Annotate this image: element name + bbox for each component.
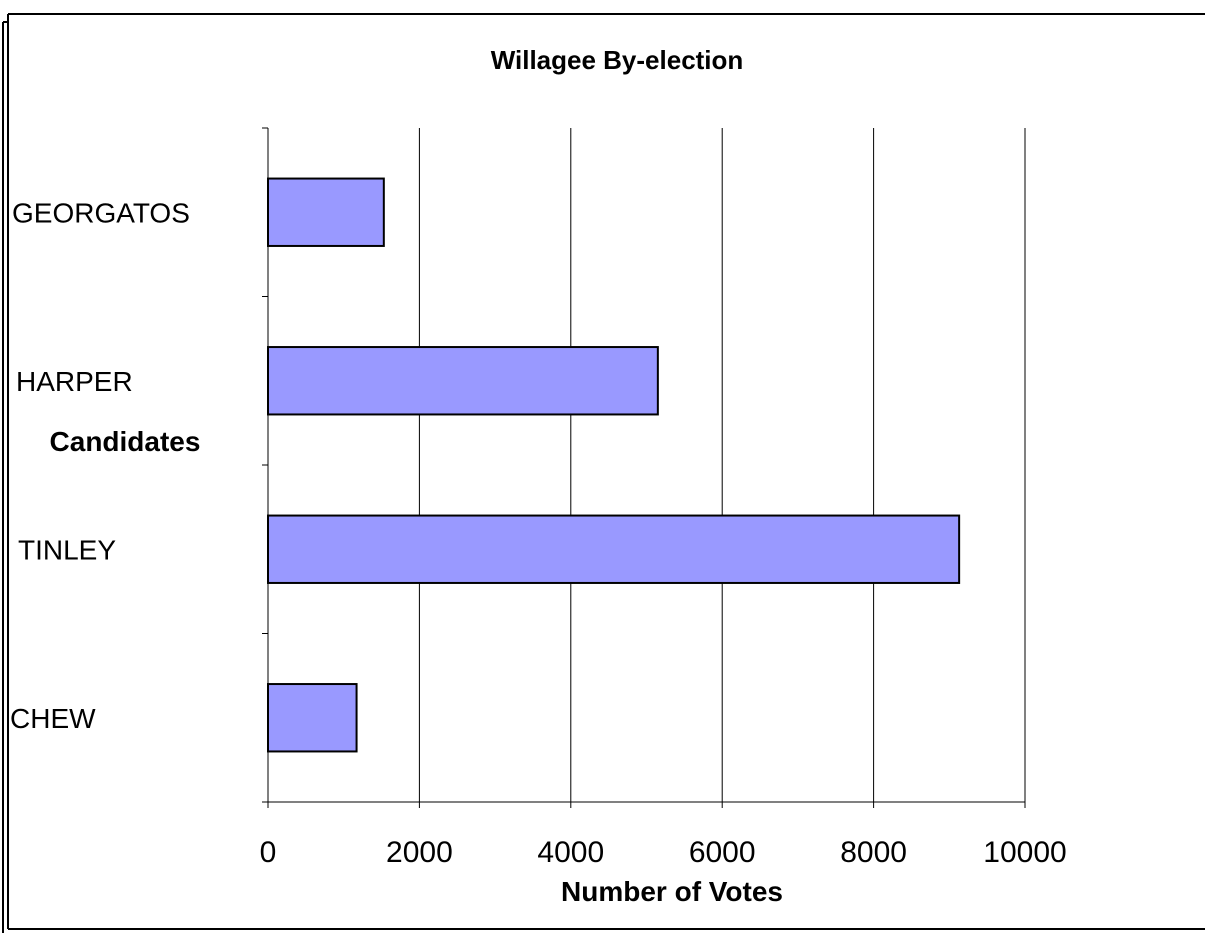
bar-georgatos (267, 177, 385, 247)
category-labels: GEORGATOS HARPER TINLEY CHEW (10, 197, 190, 734)
category-label-harper: HARPER (16, 366, 133, 397)
x-tick-label: 6000 (689, 836, 756, 869)
x-tick-label: 4000 (537, 836, 604, 869)
x-tick-label: 2000 (386, 836, 453, 869)
gridlines (418, 128, 1026, 802)
chart-border (2, 13, 1205, 933)
x-tick-labels: 0 2000 4000 6000 8000 10000 (260, 836, 1067, 869)
y-axis-title: Candidates (50, 426, 201, 457)
chart-title: Willagee By-election (491, 45, 744, 75)
bar-tinley (267, 514, 961, 584)
axes (262, 127, 1026, 808)
category-label-georgatos: GEORGATOS (12, 197, 190, 228)
category-label-tinley: TINLEY (18, 534, 116, 565)
category-label-chew: CHEW (10, 703, 96, 734)
x-tick-label: 10000 (983, 836, 1066, 869)
x-axis-title: Number of Votes (561, 876, 783, 907)
x-tick-label: 8000 (840, 836, 907, 869)
bars (267, 177, 961, 753)
bar-chew (267, 683, 358, 753)
bar-harper (267, 346, 659, 416)
x-tick-label: 0 (260, 836, 277, 869)
